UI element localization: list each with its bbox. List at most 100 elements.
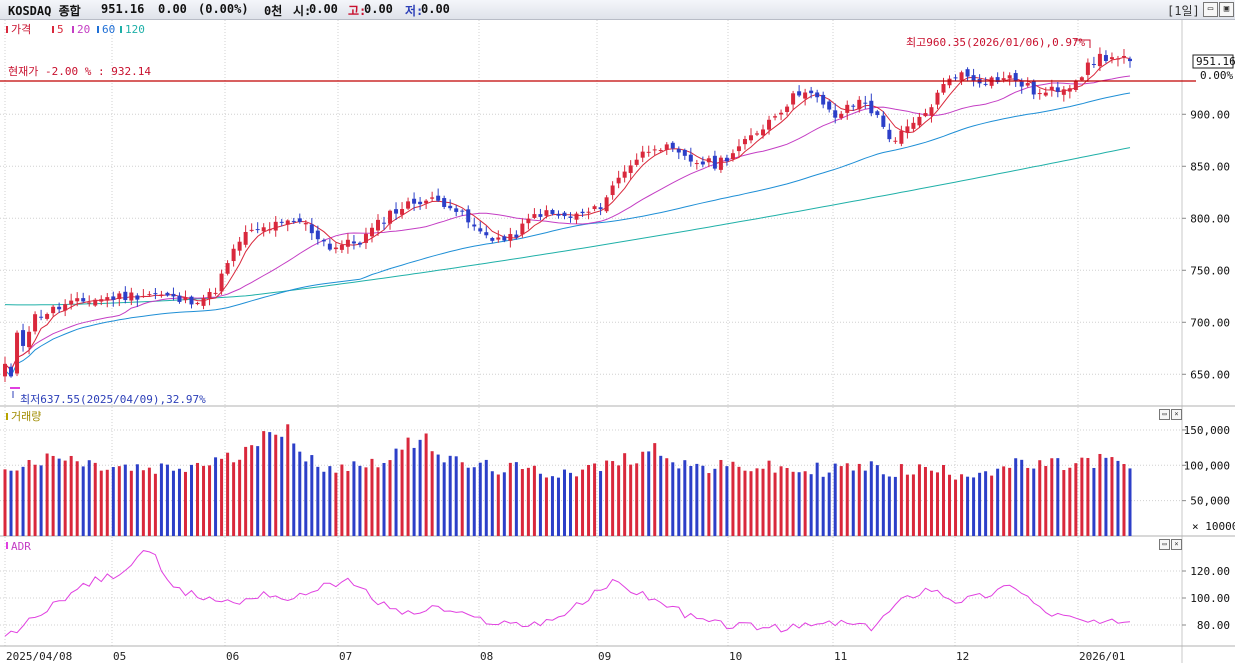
candle-down [971,75,976,81]
volume-bar [358,465,362,536]
adr-close-icon[interactable]: × [1171,539,1182,550]
candle-up [905,126,910,133]
candle-up [586,211,591,213]
volume-bar [538,473,542,536]
maximize-icon[interactable]: ▣ [1219,2,1234,17]
volume-bar [484,459,488,536]
date-tick-label: 10 [729,650,742,663]
volume-bar [39,465,43,536]
volume-bar [3,469,7,536]
adr-chart-panel[interactable]: 80.00 100.00 120.00 2025/04/08 05 06 07 08 09 10… [0,537,1235,663]
candle-down [1055,87,1060,92]
high-annotation: 최고960.35(2026/01/06),0.97% [906,36,1086,49]
candle-up [15,332,20,374]
volume-bar [966,476,970,536]
candle-down [490,237,495,241]
volume-bar [141,470,145,536]
candle-up [791,93,796,105]
volume-bar [978,472,982,536]
candle-down [809,90,814,94]
candle-up [520,223,525,235]
volume-bar [1050,458,1054,536]
volume-bar [857,463,861,536]
volume-bar [599,471,603,536]
volume-bar [334,472,338,536]
volume-bar [196,462,200,536]
candle-up [658,150,663,152]
ma5-legend-label: 5 [57,23,64,36]
volume-bar [352,461,356,536]
price-legend-label: 가격 [11,23,31,36]
volume-bar [1026,467,1030,536]
volume-bar [220,458,224,536]
volume-bar [382,462,386,536]
volume-bar [641,451,645,536]
candle-down [550,210,555,214]
candle-up [544,210,549,216]
candle-up [941,84,946,93]
candle-up [748,135,753,141]
adr-restore-icon[interactable]: ▭ [1159,539,1170,550]
high-label: 고: [348,4,367,18]
candle-up [1085,62,1090,75]
volume-axis: 50,000 100,000 150,000 [1182,424,1230,508]
candle-up [333,247,338,250]
volume-bar [623,453,627,536]
volume-bar [917,464,921,536]
volume-bar [388,460,392,536]
minimize-icon[interactable]: ▭ [1203,2,1218,17]
volume-bar [605,460,609,536]
volume-bar [1116,460,1120,536]
volume-bar [1062,470,1066,536]
volume-bar [611,461,615,536]
volume-bar [863,470,867,536]
candle-down [851,105,856,107]
high-value: 0.00 [364,2,393,16]
volume-bar [809,474,813,536]
volume-bar [87,460,91,536]
volume-bar [821,476,825,536]
candle-down [291,220,296,222]
candle-up [1079,77,1084,81]
candle-up [1007,75,1012,79]
volume-bar [785,468,789,536]
volume-restore-icon[interactable]: ▭ [1159,409,1170,420]
volume-bar [797,472,801,536]
volume-bar [827,472,831,536]
volume-bar [238,459,242,536]
candle-up [219,273,224,292]
candle-up [225,263,230,274]
candle-up [1109,57,1114,60]
volume-bar [394,448,398,536]
volume-bar [15,470,19,536]
candle-up [1115,58,1120,60]
candle-down [502,236,507,241]
volume-bar [671,462,675,536]
volume-bar [1110,457,1114,536]
candle-up [755,133,760,135]
volume-bars [3,424,1132,536]
volume-bar [63,460,67,536]
candle-up [93,299,98,306]
candle-down [297,218,302,222]
volume-bar [328,466,332,536]
volume-bar [526,467,530,536]
candle-down [965,69,970,77]
current-line-annotation: 현재가 -2.00 % : 932.14 [8,65,151,78]
volume-bar [159,463,163,536]
volume-bar [996,468,1000,536]
volume-bar [57,458,61,536]
candle-up [213,292,218,294]
volume-bar [93,462,97,536]
volume-chart-panel[interactable]: 50,000 100,000 150,000 거래량 × 10000 [0,407,1235,537]
volume-bar [111,467,115,536]
volume-bar [887,476,891,536]
period-selector[interactable]: [1일] [1167,4,1200,18]
volume-bar [9,470,13,536]
candle-up [929,107,934,116]
volume-bar [1020,459,1024,536]
candle-down [255,229,260,231]
title-bar: KOSDAQ 종합 951.16 0.00 (0.00%) 0천 시: 0.00… [0,0,1235,20]
volume-close-icon[interactable]: × [1171,409,1182,420]
